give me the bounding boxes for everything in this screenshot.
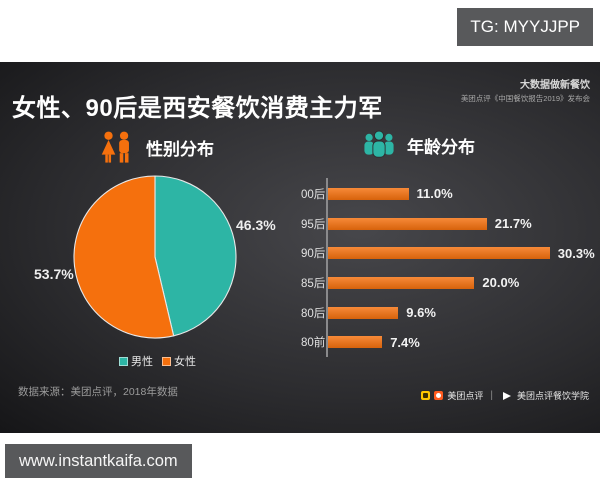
male-legend-swatch <box>119 356 128 366</box>
age-section-heading: 年龄分布 <box>407 138 475 157</box>
pie-slice-女性 <box>73 175 175 339</box>
bar-value-label: 7.4% <box>390 334 420 350</box>
bar-row: 85后 20.0% <box>301 268 596 298</box>
bar-row: 90后 30.3% <box>301 238 596 268</box>
brand-right-label: 美团点评餐饮学院 <box>516 391 589 401</box>
age-section-header: 年龄分布 <box>361 129 475 162</box>
bar-row: 80后 9.6% <box>301 298 596 328</box>
bar-80后 <box>328 306 399 319</box>
male-percentage-label: 46.3% <box>236 217 276 233</box>
bar-value-label: 11.0% <box>416 186 453 202</box>
infographic-panel: 女性、90后是西安餐饮消费主力军 大数据做新餐饮 美团点评《中国餐饮报告2019… <box>0 62 600 433</box>
brand-left-label: 美团点评 <box>447 391 484 401</box>
bar-value-label: 9.6% <box>406 305 436 321</box>
play-triangle-icon <box>502 391 511 400</box>
dianping-logo-icon <box>434 391 444 400</box>
tg-watermark-badge: TG: MYYJJPP <box>457 8 593 46</box>
bar-category-label: 85后 <box>301 277 326 290</box>
report-source-line1: 大数据做新餐饮 <box>520 80 590 91</box>
age-bar-chart: 00后 11.0% 95后 21.7% 90后 30.3% 85后 20.0% 80后 9.6% 8… <box>301 179 596 357</box>
bar-95后 <box>328 217 487 230</box>
bar-value-label: 30.3% <box>557 245 595 261</box>
bar-category-label: 95后 <box>301 218 326 231</box>
site-watermark-badge: www.instantkaifa.com <box>5 444 192 478</box>
gender-pie-chart <box>73 175 237 339</box>
gender-legend: 男性 女性 <box>119 353 196 369</box>
bar-category-label: 80后 <box>301 307 326 320</box>
bar-chart-axis <box>326 178 328 357</box>
bar-row: 80前 7.4% <box>301 327 596 357</box>
infographic-title: 女性、90后是西安餐饮消费主力军 <box>12 95 383 122</box>
bar-85后 <box>328 276 475 289</box>
data-source-note: 数据来源：美团点评，2018年数据 <box>18 386 178 398</box>
bar-value-label: 21.7% <box>494 216 532 232</box>
bar-80前 <box>328 336 383 349</box>
report-source: 大数据做新餐饮 美团点评《中国餐饮报告2019》发布会 <box>461 76 590 104</box>
bar-90后 <box>328 247 550 260</box>
bar-row: 95后 21.7% <box>301 209 596 239</box>
brand-footer: 美团点评 | 美团点评餐饮学院 <box>421 389 589 402</box>
pie-slice-男性 <box>154 175 237 337</box>
legend-item-female: 女性 <box>162 353 196 369</box>
gender-section-heading: 性别分布 <box>146 140 214 159</box>
male-legend-label: 男性 <box>131 356 153 368</box>
female-legend-swatch <box>162 356 171 366</box>
bar-category-label: 80前 <box>301 337 326 350</box>
people-group-icon <box>364 130 394 158</box>
meituan-logo-icon <box>421 391 431 400</box>
legend-item-male: 男性 <box>119 353 153 369</box>
female-percentage-label: 53.7% <box>34 266 74 282</box>
bar-value-label: 20.0% <box>482 275 520 291</box>
gender-couple-icon <box>101 131 129 163</box>
bar-category-label: 00后 <box>301 188 326 201</box>
gender-section-header: 性别分布 <box>98 131 214 164</box>
bar-00后 <box>328 187 409 200</box>
report-source-line2: 美团点评《中国餐饮报告2019》发布会 <box>460 94 590 103</box>
bar-row: 00后 11.0% <box>301 179 596 209</box>
brand-divider: | <box>490 390 493 401</box>
bar-category-label: 90后 <box>301 248 326 261</box>
female-legend-label: 女性 <box>174 356 196 368</box>
